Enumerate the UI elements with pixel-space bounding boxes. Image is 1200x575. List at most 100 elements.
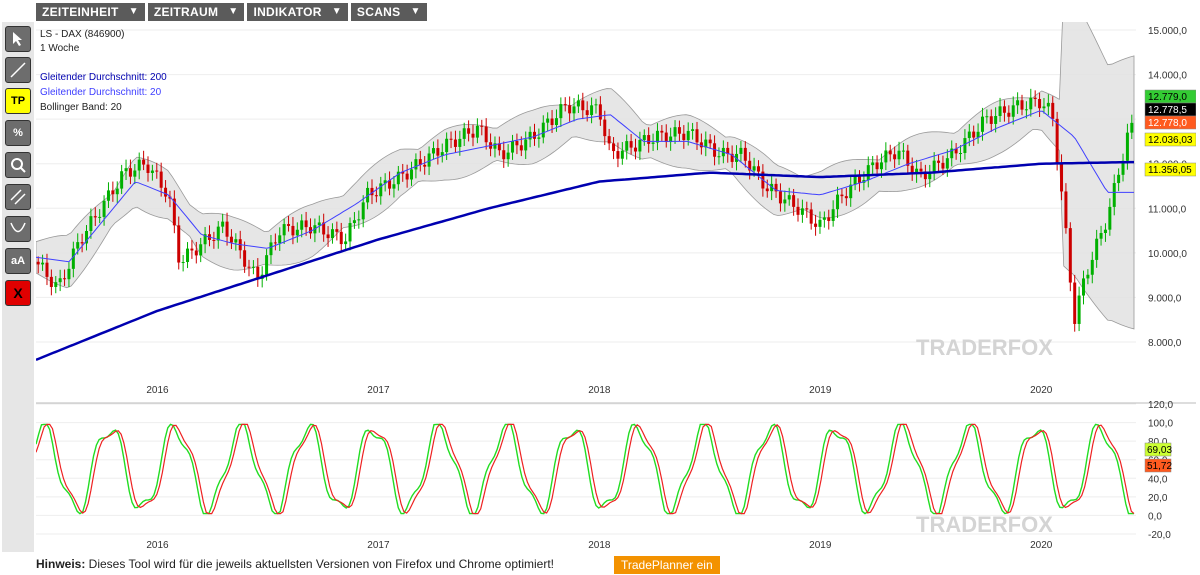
candle-body: [203, 234, 207, 245]
line-tool-button[interactable]: [5, 57, 31, 83]
candle-body: [998, 106, 1002, 117]
candle-body: [278, 235, 282, 244]
candle-body: [532, 131, 536, 139]
text-tool-button[interactable]: aA: [5, 248, 31, 274]
candle-body: [1064, 191, 1068, 229]
delete-tool-button[interactable]: X: [5, 280, 31, 306]
text-tool-label: aA: [10, 255, 26, 267]
candle-body: [607, 136, 611, 144]
candle-body: [1130, 122, 1134, 133]
candle-body: [67, 268, 71, 280]
oscillator-tick-label: 0,0: [1148, 511, 1162, 522]
candle-body: [164, 187, 168, 197]
oscillator-badge: [1144, 458, 1172, 473]
candle-body: [888, 150, 892, 155]
candle-body: [453, 139, 457, 147]
chart-area[interactable]: TRADERFOX TRADERFOX 15.000,014.000,013.0…: [35, 0, 1197, 552]
candle-body: [133, 170, 137, 177]
ma20-line: [35, 110, 1134, 263]
candle-body: [150, 170, 154, 173]
candle-body: [972, 131, 976, 138]
candle-body: [770, 183, 774, 192]
candle-body: [212, 239, 216, 241]
tradeplanner-button[interactable]: TradePlanner ein: [614, 556, 720, 574]
candle-body: [76, 242, 80, 249]
price-badges: 12.779,0 12.778,5 12.778,0 12.036,03 11.356,…: [1144, 89, 1197, 177]
candle-body: [954, 148, 958, 154]
candle-body: [765, 188, 769, 192]
candle-body: [1086, 274, 1090, 279]
candle-body: [243, 250, 247, 267]
candle-body: [871, 162, 875, 166]
candle-body: [598, 104, 602, 120]
candle-body: [1046, 102, 1050, 107]
candle-body: [541, 122, 545, 138]
candle-body: [581, 100, 585, 111]
price-badge-label: 11.356,05: [1148, 165, 1192, 176]
candle-body: [366, 187, 370, 203]
x-tick-label: 2016: [146, 540, 169, 551]
candle-body: [695, 129, 699, 143]
candle-body: [717, 156, 721, 158]
candle-body: [647, 135, 651, 144]
candle-body: [1002, 106, 1006, 113]
candle-body: [963, 138, 967, 154]
candle-body: [511, 141, 515, 153]
candle-body: [172, 198, 176, 226]
scans-menu[interactable]: SCANS ▼: [350, 3, 427, 21]
candle-body: [994, 116, 998, 124]
ma20-legend: Gleitender Durchschnitt: 20: [40, 87, 162, 98]
candle-body: [980, 116, 984, 132]
hint-label: Hinweis:: [36, 557, 86, 571]
zoom-tool-button[interactable]: [5, 152, 31, 178]
candle-body: [484, 126, 488, 143]
candle-body: [752, 166, 756, 171]
candle-body: [287, 224, 291, 226]
chart-canvas[interactable]: TRADERFOX TRADERFOX 15.000,014.000,013.0…: [35, 0, 1197, 552]
tradeplanner-tool-button[interactable]: TP: [5, 88, 31, 114]
x-tick-label: 2017: [367, 385, 390, 396]
candle-body: [528, 131, 532, 140]
candle-body: [897, 150, 901, 160]
candle-body: [559, 104, 563, 119]
stochastic-d-line: [35, 423, 1135, 515]
curve-tool-button[interactable]: [5, 216, 31, 242]
price-tick-label: 8.000,0: [1148, 338, 1182, 349]
candle-body: [269, 242, 273, 256]
price-badge-label: 12.778,0: [1148, 118, 1187, 129]
candle-body: [234, 239, 238, 243]
indikator-menu[interactable]: INDIKATOR ▼: [247, 3, 348, 21]
candle-body: [379, 183, 383, 197]
candle-body: [322, 222, 326, 235]
candle-body: [326, 234, 330, 239]
channel-tool-button[interactable]: [5, 184, 31, 210]
candle-body: [629, 141, 633, 148]
candle-body: [792, 195, 796, 207]
line-icon: [10, 62, 26, 78]
candle-body: [708, 139, 712, 144]
pointer-tool-button[interactable]: [5, 26, 31, 52]
candle-body: [976, 131, 980, 138]
price-tick-label: 15.000,0: [1148, 26, 1187, 37]
candle-body: [85, 230, 89, 244]
percent-tool-button[interactable]: %: [5, 120, 31, 146]
candle-body: [124, 168, 128, 172]
candle-body: [344, 241, 348, 245]
candle-body: [884, 150, 888, 163]
scans-label: SCANS: [356, 5, 401, 19]
zeitraum-label: ZEITRAUM: [153, 5, 219, 19]
candle-body: [1073, 282, 1077, 324]
candle-body: [357, 219, 361, 221]
candle-body: [774, 183, 778, 192]
zeitraum-menu[interactable]: ZEITRAUM ▼: [147, 3, 245, 21]
zeiteinheit-menu[interactable]: ZEITEINHEIT ▼: [36, 3, 145, 21]
ma200-line: [35, 160, 1134, 361]
curve-icon: [10, 222, 26, 233]
candle-body: [787, 195, 791, 200]
candle-body: [63, 278, 67, 280]
oscillator-tick-label: 120,0: [1148, 400, 1173, 411]
candle-body: [54, 282, 58, 287]
candle-body: [634, 147, 638, 152]
candle-body: [800, 208, 804, 215]
candle-body: [1081, 278, 1085, 296]
